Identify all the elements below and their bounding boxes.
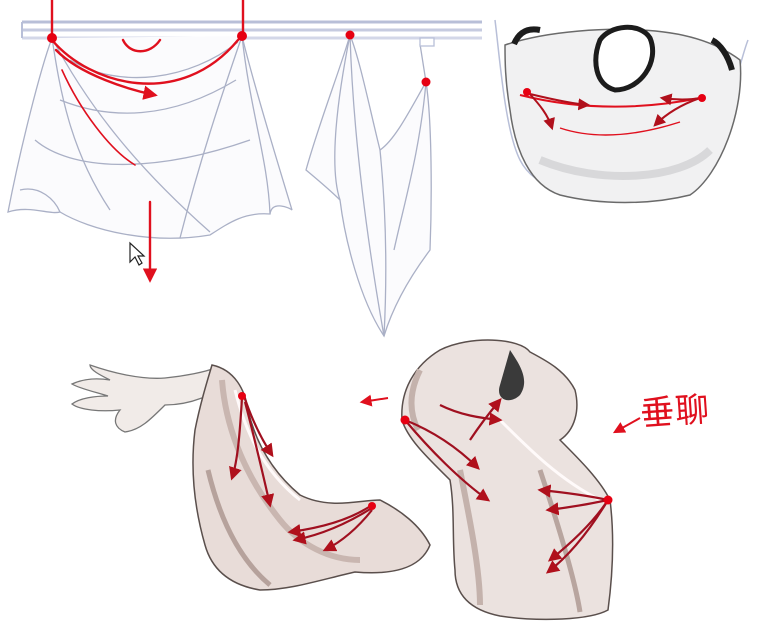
pin-icon [603, 495, 613, 505]
shirt-top-view [494, 19, 749, 204]
mouse-cursor-icon [129, 241, 146, 266]
pin-icon [368, 502, 376, 510]
arm-force-lines [229, 395, 373, 552]
torso-force-lines [404, 397, 609, 574]
drape-corner-pinned [305, 32, 435, 338]
torso-drape [401, 339, 614, 621]
handwritten-annotation: 垂聊 [638, 389, 712, 435]
drape-two-pins [7, 35, 293, 239]
arrow-left-icon [359, 394, 389, 407]
pin-icon [47, 33, 57, 43]
arm-sleeve-drape [70, 364, 431, 591]
pin-icon [400, 415, 410, 425]
arrow-left-icon [612, 417, 641, 434]
pin-icon [237, 31, 247, 41]
drape1-force-lines [50, 0, 245, 283]
pin-icon [238, 392, 246, 400]
pin-icon [698, 94, 706, 102]
pin-icon [421, 77, 431, 87]
hanging-rod [21, 20, 482, 40]
pin-icon [523, 88, 531, 96]
pin-icon [345, 30, 355, 40]
